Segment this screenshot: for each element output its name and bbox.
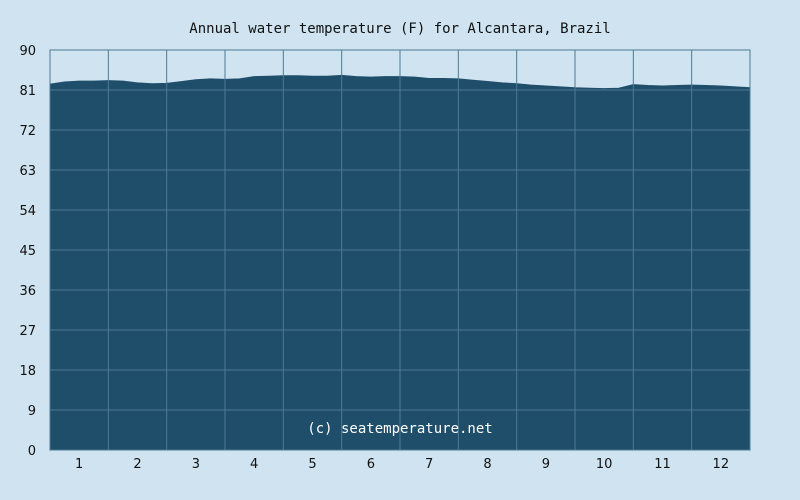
- grid: [49, 49, 751, 451]
- plot-border: [49, 49, 751, 451]
- y-axis-ticks: 0 9 18 27 36 45 54 63 72 81 90: [19, 44, 36, 459]
- x-tick-label: 10: [596, 457, 613, 472]
- x-tick-label: 8: [483, 457, 491, 472]
- x-tick-label: 9: [542, 457, 550, 472]
- y-tick-label: 0: [28, 444, 36, 459]
- y-tick-label: 90: [19, 44, 36, 59]
- y-tick-label: 63: [19, 164, 36, 179]
- x-tick-label: 5: [308, 457, 316, 472]
- chart-title: Annual water temperature (F) for Alcanta…: [189, 21, 610, 37]
- y-tick-label: 36: [19, 284, 36, 299]
- y-tick-label: 45: [19, 244, 36, 259]
- y-tick-label: 18: [19, 364, 36, 379]
- x-tick-label: 7: [425, 457, 433, 472]
- x-tick-label: 6: [367, 457, 375, 472]
- y-tick-label: 27: [19, 324, 36, 339]
- y-tick-label: 72: [19, 124, 36, 139]
- x-tick-label: 3: [192, 457, 200, 472]
- x-tick-label: 1: [75, 457, 83, 472]
- x-tick-label: 11: [654, 457, 671, 472]
- x-tick-label: 2: [133, 457, 141, 472]
- y-tick-label: 54: [19, 204, 36, 219]
- x-tick-label: 12: [713, 457, 730, 472]
- watermark: (c) seatemperature.net: [307, 421, 492, 437]
- y-tick-label: 81: [19, 84, 36, 99]
- x-tick-label: 4: [250, 457, 258, 472]
- x-axis-ticks: 1 2 3 4 5 6 7 8 9 10 11 12: [75, 457, 729, 472]
- y-tick-label: 9: [28, 404, 36, 419]
